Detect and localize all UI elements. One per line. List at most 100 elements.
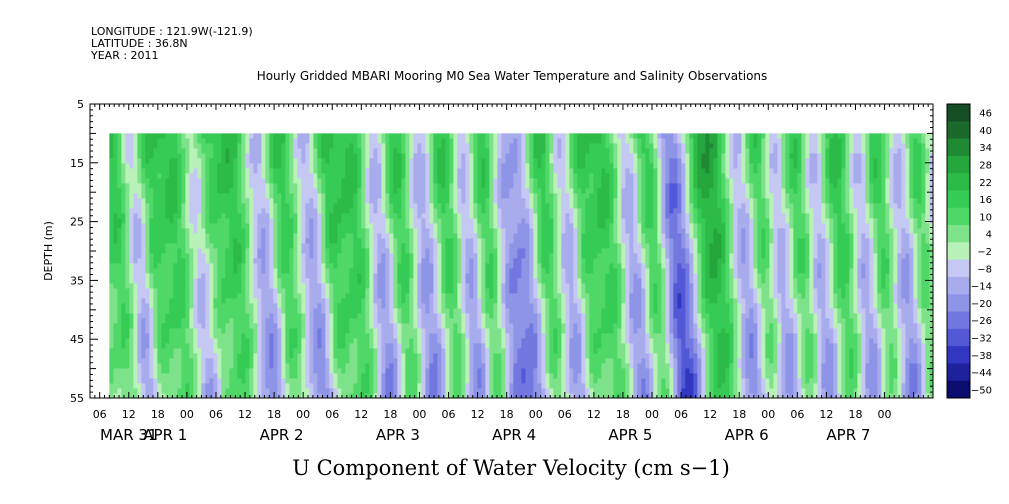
heatmap-cell [317, 213, 322, 219]
heatmap-cell [121, 363, 126, 369]
heatmap-cell [441, 308, 446, 314]
heatmap-cell [225, 218, 230, 224]
heatmap-cell [433, 338, 438, 344]
heatmap-cell [133, 273, 138, 279]
heatmap-cell [157, 373, 162, 379]
heatmap-cell [477, 153, 482, 159]
heatmap-cell [381, 233, 386, 239]
heatmap-cell [337, 223, 342, 229]
heatmap-cell [141, 358, 146, 364]
heatmap-cell [365, 358, 370, 364]
heatmap-cell [309, 178, 314, 184]
heatmap-cell [157, 213, 162, 219]
heatmap-cell [477, 343, 482, 349]
heatmap-cell [445, 228, 450, 234]
heatmap-cell [449, 143, 454, 149]
heatmap-cell [437, 183, 442, 189]
heatmap-cell [409, 258, 414, 264]
heatmap-cell [325, 188, 330, 194]
heatmap-cell [277, 383, 282, 389]
heatmap-cell [165, 313, 170, 319]
heatmap-cell [373, 163, 378, 169]
heatmap-cell [393, 238, 398, 244]
heatmap-cell [429, 323, 434, 329]
heatmap-cell [193, 153, 198, 159]
heatmap-cell [321, 153, 326, 159]
heatmap-cell [337, 163, 342, 169]
heatmap-cell [249, 303, 254, 309]
heatmap-cell [137, 208, 142, 214]
heatmap-cell [405, 203, 410, 209]
heatmap-cell [329, 138, 334, 144]
heatmap-cell [405, 278, 410, 284]
heatmap-cell [469, 173, 474, 179]
heatmap-cell [277, 288, 282, 294]
heatmap-cell [305, 278, 310, 284]
heatmap-cell [465, 348, 470, 354]
heatmap-cell [117, 293, 122, 299]
heatmap-cell [149, 203, 154, 209]
heatmap-cell [169, 143, 174, 149]
heatmap-cell [261, 158, 266, 164]
heatmap-cell [273, 178, 278, 184]
heatmap-cell [233, 338, 238, 344]
heatmap-cell [241, 238, 246, 244]
heatmap-cell [417, 333, 422, 339]
heatmap-cell [369, 218, 374, 224]
heatmap-cell [485, 148, 490, 154]
heatmap-cell [393, 158, 398, 164]
heatmap-cell [325, 268, 330, 274]
heatmap-cell [189, 368, 194, 374]
heatmap-cell [465, 183, 470, 189]
heatmap-cell [189, 218, 194, 224]
heatmap-cell [437, 228, 442, 234]
heatmap-cell [269, 308, 274, 314]
heatmap-cell [269, 338, 274, 344]
heatmap-cell [361, 308, 366, 314]
heatmap-cell [213, 323, 218, 329]
heatmap-cell [321, 393, 326, 398]
heatmap-cell [149, 378, 154, 384]
heatmap-cell [293, 343, 298, 349]
heatmap-cell [229, 253, 234, 259]
heatmap-cell [393, 348, 398, 354]
heatmap-cell [453, 133, 458, 139]
heatmap-cell [465, 283, 470, 289]
heatmap-cell [365, 143, 370, 149]
heatmap-cell [249, 298, 254, 304]
heatmap-cell [397, 143, 402, 149]
heatmap-cell [245, 293, 250, 299]
heatmap-cell [477, 323, 482, 329]
heatmap-cell [221, 163, 226, 169]
heatmap-cell [349, 328, 354, 334]
heatmap-cell [153, 253, 158, 259]
heatmap-cell [177, 258, 182, 264]
heatmap-cell [261, 358, 266, 364]
heatmap-cell [221, 213, 226, 219]
heatmap-cell [165, 268, 170, 274]
heatmap-cell [181, 368, 186, 374]
heatmap-cell [177, 278, 182, 284]
heatmap-cell [453, 258, 458, 264]
heatmap-cell [117, 143, 122, 149]
heatmap-cell [305, 323, 310, 329]
heatmap-cell [149, 173, 154, 179]
heatmap-cell [421, 303, 426, 309]
heatmap-cell [233, 258, 238, 264]
heatmap-cell [269, 143, 274, 149]
heatmap-cell [345, 198, 350, 204]
heatmap-cell [205, 148, 210, 154]
heatmap-cell [305, 253, 310, 259]
heatmap-cell [229, 133, 234, 139]
heatmap-cell [273, 393, 278, 398]
heatmap-cell [149, 178, 154, 184]
heatmap-cell [121, 343, 126, 349]
heatmap-cell [249, 213, 254, 219]
heatmap-cell [181, 238, 186, 244]
heatmap-cell [197, 378, 202, 384]
heatmap-cell [181, 313, 186, 319]
heatmap-cell [153, 133, 158, 139]
heatmap-cell [317, 338, 322, 344]
heatmap-cell [437, 163, 442, 169]
heatmap-cell [281, 168, 286, 174]
